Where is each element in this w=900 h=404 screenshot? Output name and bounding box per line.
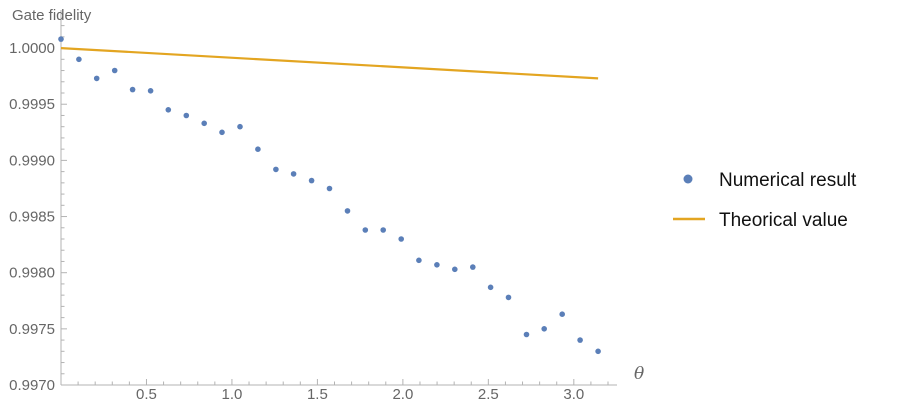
data-point xyxy=(219,129,225,136)
y-tick-label: 0.9995 xyxy=(9,96,55,113)
data-point xyxy=(344,208,351,214)
data-point xyxy=(523,331,530,338)
data-point xyxy=(398,236,405,242)
data-point xyxy=(201,120,207,127)
data-point xyxy=(577,337,583,343)
data-point xyxy=(326,185,333,192)
x-tick-label: 0.5 xyxy=(136,386,157,403)
axes xyxy=(60,10,617,386)
data-point xyxy=(541,326,547,332)
data-point xyxy=(434,262,440,268)
data-point xyxy=(165,107,172,113)
legend-marker-numerical-result xyxy=(683,174,693,184)
data-point xyxy=(505,294,512,301)
x-tick-label: 1.0 xyxy=(222,386,243,403)
data-point xyxy=(237,123,243,130)
data-point xyxy=(595,348,601,355)
x-tick-label: 1.5 xyxy=(307,386,328,403)
y-axis-title: Gate fidelity xyxy=(12,7,92,24)
y-tick-label: 0.9990 xyxy=(9,152,55,169)
data-point xyxy=(273,166,279,173)
data-point xyxy=(111,67,118,74)
data-point xyxy=(452,266,458,273)
data-point xyxy=(58,36,64,42)
theorical-value-line xyxy=(60,47,599,80)
x-ticks: 0.5 1.0 1.5 2.0 2.5 3.0 xyxy=(77,379,609,403)
data-point xyxy=(487,284,494,291)
data-point xyxy=(380,227,387,233)
data-point xyxy=(362,227,369,233)
x-tick-label: 2.5 xyxy=(478,386,499,403)
x-axis-title: θ xyxy=(634,364,644,384)
data-point xyxy=(290,171,297,177)
data-point xyxy=(183,112,190,119)
y-tick-label: 0.9980 xyxy=(9,265,55,282)
legend: Numerical result Theorical value xyxy=(673,170,857,231)
legend-label-numerical-result: Numerical result xyxy=(719,170,857,191)
data-point xyxy=(416,257,422,264)
data-point xyxy=(147,88,154,94)
numerical-result-series xyxy=(58,36,601,355)
y-tick-label: 0.9970 xyxy=(9,377,55,394)
y-tick-label: 0.9985 xyxy=(9,209,55,226)
theorical-value-series xyxy=(60,47,599,80)
data-point xyxy=(76,56,82,63)
data-point xyxy=(559,311,565,318)
y-ticks: 0.9970 0.9975 0.9980 0.9985 0.9990 0.9995 1.00… xyxy=(9,25,67,394)
y-tick-label: 1.0000 xyxy=(9,40,55,57)
data-point xyxy=(308,177,315,184)
y-tick-label: 0.9975 xyxy=(9,321,55,338)
legend-label-theorical-value: Theorical value xyxy=(719,210,848,231)
data-point xyxy=(93,75,100,82)
data-point xyxy=(470,264,476,270)
x-tick-label: 2.0 xyxy=(392,386,413,403)
x-tick-label: 3.0 xyxy=(563,386,584,403)
data-point xyxy=(255,146,261,152)
data-point xyxy=(129,86,136,93)
